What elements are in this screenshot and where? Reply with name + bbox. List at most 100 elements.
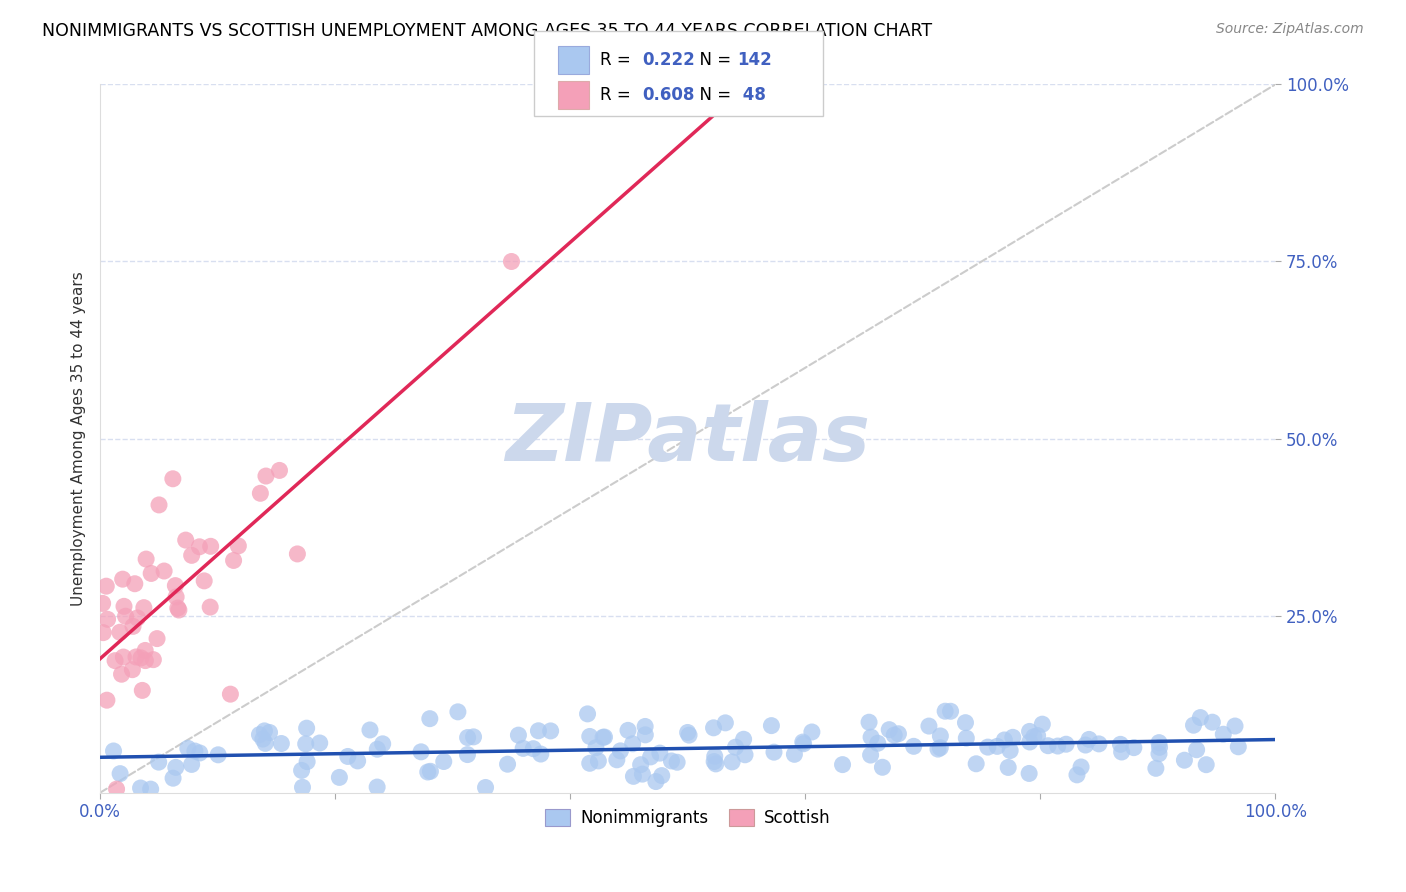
Point <box>474 780 496 795</box>
Point <box>1227 739 1250 754</box>
Point <box>965 756 987 771</box>
Point <box>666 756 689 770</box>
Point <box>578 756 600 771</box>
Point <box>1001 731 1024 745</box>
Point <box>997 760 1019 774</box>
Point <box>103 744 125 758</box>
Point <box>585 740 607 755</box>
Point <box>1022 730 1045 744</box>
Point <box>929 729 952 743</box>
Point <box>1223 719 1246 733</box>
Point <box>249 728 271 742</box>
Text: N =: N = <box>689 51 737 69</box>
Point <box>1212 727 1234 741</box>
Point <box>177 741 200 756</box>
Point <box>371 737 394 751</box>
Text: 48: 48 <box>737 86 766 103</box>
Point <box>105 782 128 797</box>
Point <box>1066 768 1088 782</box>
Point <box>661 754 683 768</box>
Point <box>135 552 157 566</box>
Point <box>986 739 1008 754</box>
Point <box>295 721 318 735</box>
Point <box>91 625 114 640</box>
Point <box>91 596 114 610</box>
Point <box>132 600 155 615</box>
Point <box>433 755 456 769</box>
Point <box>918 719 941 733</box>
Point <box>623 769 645 783</box>
Point <box>592 731 614 745</box>
Point <box>512 741 534 756</box>
Point <box>877 723 900 737</box>
Point <box>1078 732 1101 747</box>
Point <box>114 609 136 624</box>
Text: R =: R = <box>600 86 637 103</box>
Point <box>146 632 169 646</box>
Point <box>112 599 135 614</box>
Point <box>134 654 156 668</box>
Point <box>1144 761 1167 775</box>
Point <box>998 743 1021 757</box>
Point <box>644 774 666 789</box>
Point <box>131 683 153 698</box>
Point <box>456 747 478 762</box>
Point <box>270 737 292 751</box>
Point <box>527 723 550 738</box>
Text: ZIPatlas: ZIPatlas <box>505 400 870 477</box>
Point <box>96 579 118 593</box>
Point <box>714 715 737 730</box>
Point <box>254 469 277 483</box>
Point <box>359 723 381 737</box>
Point <box>1074 738 1097 752</box>
Point <box>955 731 977 746</box>
Point <box>121 663 143 677</box>
Point <box>162 771 184 785</box>
Point <box>184 744 207 758</box>
Point <box>419 712 441 726</box>
Point <box>1122 740 1144 755</box>
Point <box>129 780 152 795</box>
Point <box>134 643 156 657</box>
Point <box>651 769 673 783</box>
Point <box>606 753 628 767</box>
Point <box>703 749 725 764</box>
Point <box>793 737 815 751</box>
Point <box>291 764 314 778</box>
Point <box>530 747 553 761</box>
Point <box>252 732 274 747</box>
Point <box>166 601 188 615</box>
Point <box>124 576 146 591</box>
Point <box>419 764 441 779</box>
Point <box>640 750 662 764</box>
Point <box>416 764 439 779</box>
Point <box>127 611 149 625</box>
Point <box>576 706 599 721</box>
Point <box>254 736 277 750</box>
Point <box>174 533 197 547</box>
Point <box>259 725 281 739</box>
Point <box>887 727 910 741</box>
Point <box>1018 735 1040 749</box>
Point <box>1147 736 1170 750</box>
Point <box>733 732 755 747</box>
Point <box>148 498 170 512</box>
Point <box>108 625 131 640</box>
Point <box>1189 710 1212 724</box>
Point <box>859 747 882 762</box>
Point <box>104 654 127 668</box>
Point <box>831 757 853 772</box>
Point <box>1147 747 1170 761</box>
Text: 0.608: 0.608 <box>643 86 695 103</box>
Point <box>198 600 221 615</box>
Point <box>463 730 485 744</box>
Point <box>207 747 229 762</box>
Point <box>162 472 184 486</box>
Point <box>253 723 276 738</box>
Point <box>366 780 388 794</box>
Point <box>1109 737 1132 751</box>
Point <box>540 723 562 738</box>
Point <box>188 540 211 554</box>
Y-axis label: Unemployment Among Ages 35 to 44 years: Unemployment Among Ages 35 to 44 years <box>72 271 86 606</box>
Point <box>800 725 823 739</box>
